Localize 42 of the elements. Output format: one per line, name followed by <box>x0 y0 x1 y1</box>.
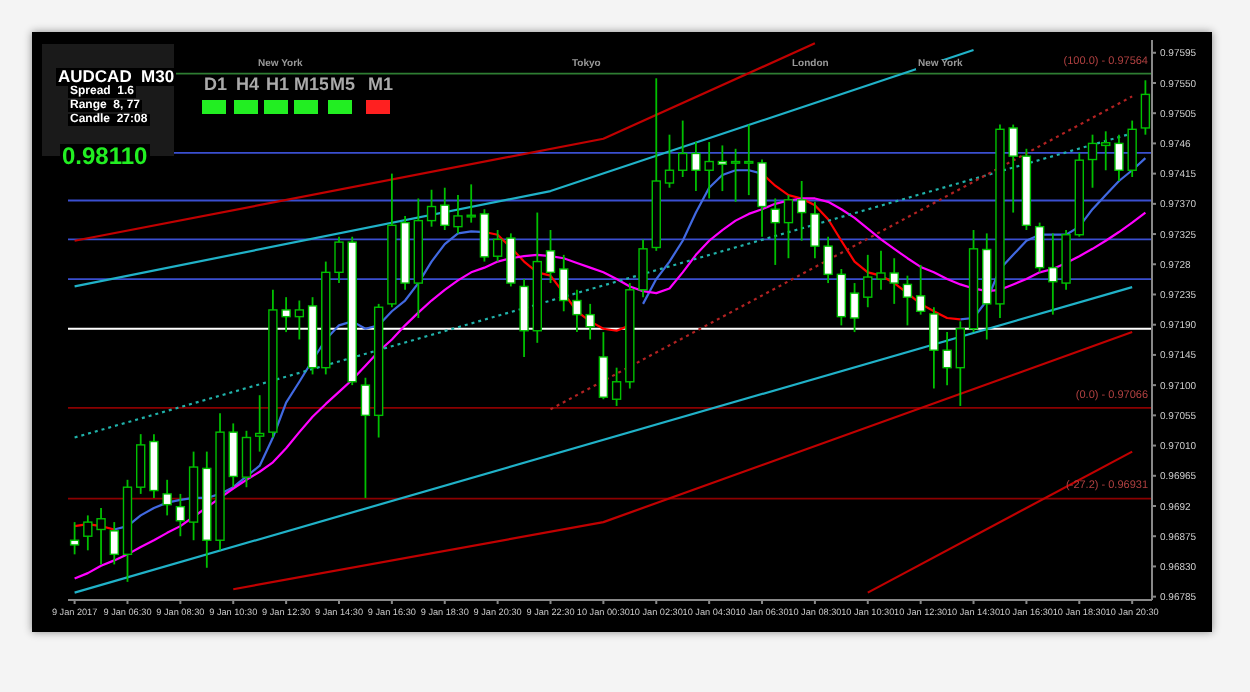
candlestick <box>559 253 569 313</box>
candlestick <box>863 253 873 309</box>
candlestick <box>889 257 899 305</box>
candlestick <box>770 197 780 266</box>
candlestick <box>611 366 622 407</box>
candlestick <box>1087 133 1098 189</box>
annotation: H4 <box>234 74 262 94</box>
candlestick <box>717 144 728 192</box>
candlestick <box>162 478 172 517</box>
annotation: M15 <box>292 74 332 94</box>
candlestick <box>796 180 807 242</box>
candlestick <box>955 320 966 407</box>
candlestick <box>678 119 688 178</box>
annotation: AUDCAD M30 <box>56 66 177 86</box>
candlestick <box>334 235 344 284</box>
candlestick <box>545 229 556 284</box>
candlestick <box>228 422 238 489</box>
candlestick <box>492 229 503 263</box>
candlestick <box>360 376 371 499</box>
candlestick <box>876 249 886 291</box>
candlestick <box>175 493 186 538</box>
candlestick <box>294 299 305 341</box>
candlestick <box>479 208 490 263</box>
annotation: 0.98110 <box>60 142 150 170</box>
candlestick <box>1034 221 1045 274</box>
candlestick <box>69 521 80 556</box>
annotation: M1 <box>366 74 396 94</box>
annotation: M5 <box>328 74 358 94</box>
candlestick <box>730 147 741 203</box>
annotation: D1 <box>202 74 230 94</box>
candlestick <box>915 264 926 316</box>
candlestick <box>426 188 437 228</box>
candlestick <box>254 394 265 453</box>
candlestick <box>664 133 675 189</box>
candlestick <box>440 186 450 231</box>
candlestick <box>109 521 119 566</box>
candlestick <box>783 194 794 260</box>
candlestick <box>136 433 146 495</box>
annotation: H1 <box>264 74 292 94</box>
candlestick <box>1101 130 1111 172</box>
candlestick <box>506 232 516 288</box>
candlestick <box>241 429 252 489</box>
